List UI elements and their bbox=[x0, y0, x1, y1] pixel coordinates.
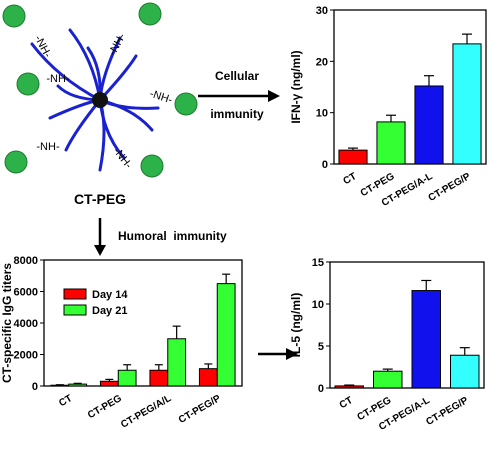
bar bbox=[452, 43, 482, 165]
bar bbox=[149, 369, 169, 387]
bar bbox=[99, 380, 119, 387]
y-tick-label: 20 bbox=[316, 56, 328, 68]
y-tick-label: 30 bbox=[316, 5, 328, 17]
x-tick-label: CT-PEG/P bbox=[424, 395, 470, 428]
legend-label: Day 14 bbox=[92, 289, 128, 301]
bar bbox=[450, 354, 480, 389]
cellular-arrowhead bbox=[268, 90, 280, 102]
bar bbox=[334, 385, 364, 389]
y-tick-label: 0 bbox=[32, 381, 38, 393]
bar bbox=[373, 370, 403, 389]
x-tick-label: CT bbox=[57, 393, 74, 409]
bar bbox=[167, 338, 187, 387]
bar bbox=[338, 149, 368, 165]
y-axis-label: IL-5 (ng/ml) bbox=[289, 293, 303, 358]
x-tick-label: CT bbox=[341, 171, 358, 187]
y-tick-label: 10 bbox=[312, 299, 324, 311]
cellular-label: Cellular bbox=[215, 69, 259, 83]
y-tick-label: 0 bbox=[318, 383, 324, 395]
y-tick-label: 6000 bbox=[14, 287, 38, 299]
legend-label: Day 21 bbox=[92, 305, 127, 317]
x-tick-label: CT-PEG/P bbox=[427, 171, 473, 204]
x-tick-label: CT-PEG bbox=[86, 393, 124, 421]
y-tick-label: 15 bbox=[312, 257, 324, 269]
y-tick-label: 8000 bbox=[14, 255, 38, 267]
x-tick-label: CT bbox=[338, 395, 355, 411]
plot-frame bbox=[329, 261, 485, 389]
x-tick-label: CT-PEG/P bbox=[177, 393, 223, 426]
ct-core bbox=[92, 92, 108, 108]
humoral-label: Humoral immunity bbox=[118, 229, 227, 243]
igg-to-il5-arrowhead bbox=[286, 348, 298, 360]
y-axis-label: IFN-γ (ng/ml) bbox=[289, 50, 303, 123]
legend-swatch bbox=[63, 288, 87, 300]
molecule-label: CT-PEG bbox=[74, 191, 126, 207]
humoral-arrowhead bbox=[94, 245, 106, 256]
antigen-node bbox=[2, 4, 26, 28]
antigen-node bbox=[138, 2, 162, 26]
antigen-node bbox=[174, 92, 198, 116]
plot-frame bbox=[333, 9, 487, 165]
y-axis-label: CT-specific IgG titers bbox=[0, 263, 14, 383]
nh-linker-label: -NH- bbox=[148, 88, 174, 107]
y-tick-label: 5 bbox=[318, 341, 324, 353]
nh-linker-label: -NH- bbox=[36, 141, 60, 153]
antigen-node bbox=[4, 150, 28, 174]
bar bbox=[414, 85, 444, 165]
peg-arm bbox=[30, 42, 102, 102]
bar bbox=[216, 283, 236, 387]
ct-peg-molecule: -NH- -NH--NH--NH--NH- -NH- bbox=[2, 2, 198, 178]
bar bbox=[68, 383, 88, 387]
legend-swatch bbox=[63, 304, 87, 316]
y-tick-label: 0 bbox=[322, 159, 328, 171]
nh-linker-label: -NH- bbox=[110, 145, 134, 171]
y-tick-label: 4000 bbox=[14, 318, 38, 330]
bar bbox=[117, 369, 137, 387]
bar bbox=[198, 368, 218, 387]
x-tick-label: CT-PEG/A/L bbox=[119, 393, 173, 431]
immunity-label: immunity bbox=[210, 107, 264, 121]
nh-linker-label: -NH- bbox=[46, 73, 70, 85]
antigen-node bbox=[16, 72, 40, 96]
y-tick-label: 2000 bbox=[14, 350, 38, 362]
y-tick-label: 10 bbox=[316, 108, 328, 120]
plot-frame bbox=[43, 259, 243, 387]
bar bbox=[376, 121, 406, 165]
antigen-node bbox=[140, 154, 164, 178]
bar bbox=[411, 290, 441, 389]
nh-linker-label: -NH- bbox=[107, 31, 129, 57]
